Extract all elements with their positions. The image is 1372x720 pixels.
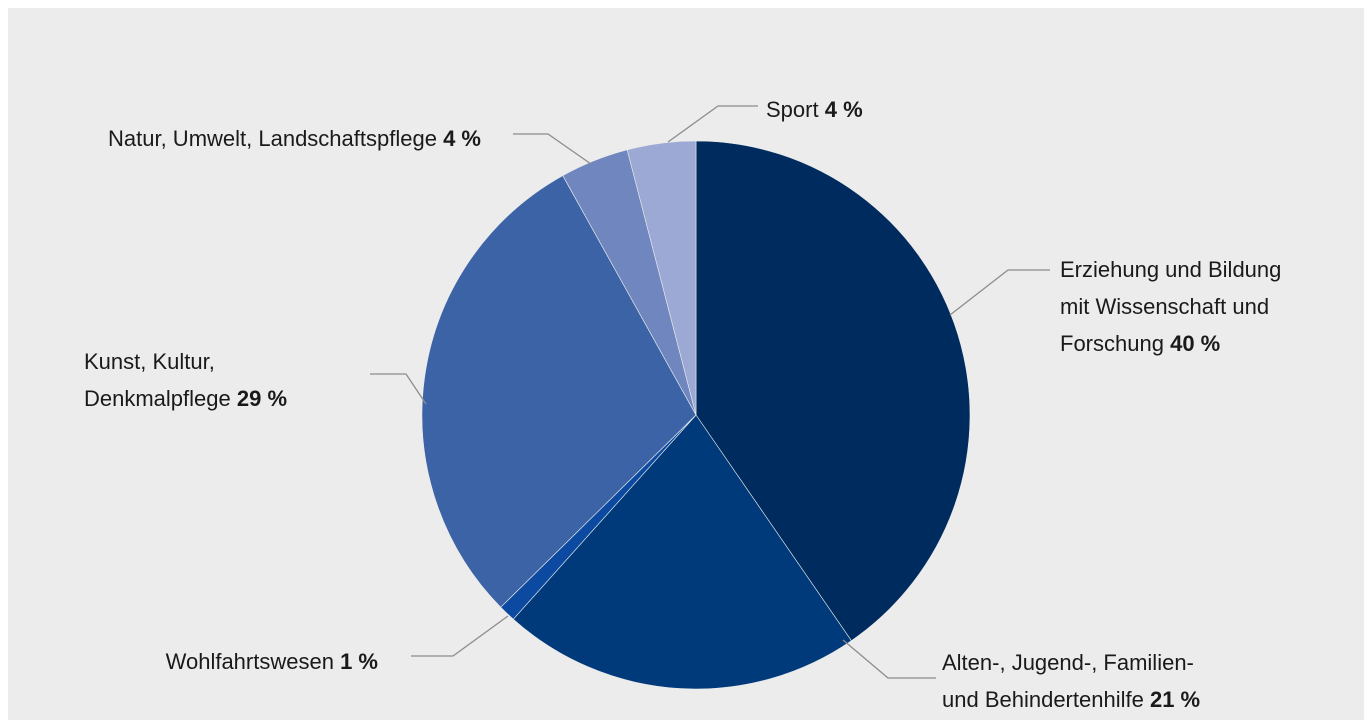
slice-label-line: Natur, Umwelt, Landschaftspflege 4 % [108, 120, 481, 157]
slice-label-line: und Behindertenhilfe 21 % [942, 681, 1200, 718]
slice-value-label: 4 % [443, 126, 481, 151]
slice-label-sport: Sport 4 % [766, 91, 863, 128]
pie-slice-0 [695, 140, 971, 642]
slice-label-line: Denkmalpflege 29 % [84, 380, 287, 417]
slice-label-text: Denkmalpflege [84, 386, 231, 411]
slice-label-text: mit Wissenschaft und [1060, 294, 1270, 319]
pie-slice-3 [421, 175, 697, 608]
slice-label-line: Erziehung und Bildung [1060, 251, 1281, 288]
slice-label-text: Wohlfahrtswesen [165, 649, 334, 674]
slice-label-text: Alten-, Jugend-, Familien- [942, 650, 1194, 675]
slice-label-kunst-kultur: Kunst, Kultur, Denkmalpflege 29 % [84, 343, 287, 417]
leader-line-1 [842, 639, 936, 679]
leader-line-3 [370, 373, 427, 405]
chart-panel: Erziehung und Bildung mit Wissenschaft un… [8, 8, 1364, 720]
leader-line-0 [949, 269, 1050, 316]
slice-value-label: 4 % [824, 97, 863, 122]
slice-value-label: 29 % [236, 386, 288, 411]
pie-chart [370, 105, 1050, 690]
slice-value-label: 1 % [340, 649, 378, 674]
slice-label-erziehung: Erziehung und Bildung mit Wissenschaft un… [1060, 251, 1281, 362]
slice-label-text: Kunst, Kultur, [84, 349, 215, 374]
slice-label-text: Forschung [1060, 331, 1164, 356]
pie-slice-1 [512, 414, 852, 690]
slice-value-label: 21 % [1149, 687, 1201, 712]
leader-line-4 [513, 133, 592, 165]
slice-label-natur-umwelt: Natur, Umwelt, Landschaftspflege 4 % [108, 120, 481, 157]
slice-label-line: Sport 4 % [766, 91, 863, 128]
slice-label-text: Sport [766, 97, 819, 122]
slice-label-text: Erziehung und Bildung [1060, 257, 1282, 282]
slice-label-wohlfahrt: Wohlfahrtswesen 1 % [166, 643, 378, 680]
slice-label-line: Wohlfahrtswesen 1 % [166, 643, 378, 680]
slice-label-line: mit Wissenschaft und [1060, 288, 1281, 325]
slice-label-text: und Behindertenhilfe [942, 687, 1144, 712]
slice-label-line: Alten-, Jugend-, Familien- [942, 644, 1200, 681]
slice-value-label: 40 % [1170, 331, 1221, 356]
slice-label-alten-jugend: Alten-, Jugend-, Familien-und Behinderte… [942, 644, 1200, 718]
pie-slice-5 [626, 140, 697, 416]
slice-label-text: Natur, Umwelt, Landschaftspflege [108, 126, 437, 151]
slice-label-line: Kunst, Kultur, [84, 343, 287, 380]
leader-line-2 [411, 615, 509, 657]
slice-label-line: Forschung 40 % [1060, 325, 1281, 362]
leader-line-5 [667, 105, 758, 143]
